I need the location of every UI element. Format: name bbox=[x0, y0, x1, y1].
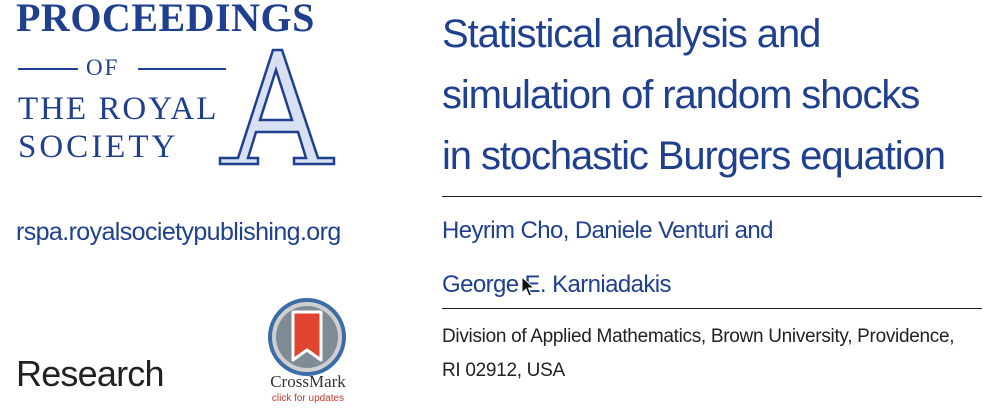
author-line: George E. Karniadakis bbox=[442, 271, 671, 298]
article-type-label: Research bbox=[16, 353, 164, 394]
crossmark-label: CrossMark bbox=[270, 372, 346, 391]
logo-proceedings-text: PROCEEDINGS bbox=[16, 0, 315, 40]
crossmark-badge-icon bbox=[268, 298, 346, 376]
logo-the-royal-text: THE ROYAL bbox=[18, 91, 219, 127]
crossmark-button[interactable]: CrossMark click for updates bbox=[258, 298, 358, 410]
logo-rule-left bbox=[18, 68, 78, 70]
title-divider bbox=[442, 196, 982, 197]
article-title-line: in stochastic Burgers equation bbox=[442, 134, 946, 178]
author-line: Heyrim Cho, Daniele Venturi and bbox=[442, 217, 774, 244]
author-list: Heyrim Cho, Daniele Venturi and George E… bbox=[442, 204, 982, 312]
author-affiliation: Division of Applied Mathematics, Brown U… bbox=[442, 320, 982, 388]
logo-rule-right bbox=[138, 68, 226, 70]
journal-logo: PROCEEDINGS OF THE ROYAL SOCIETY bbox=[14, 0, 336, 172]
logo-of-text: OF bbox=[86, 55, 120, 80]
affiliation-line: Division of Applied Mathematics, Brown U… bbox=[442, 326, 955, 347]
journal-url-link[interactable]: rspa.royalsocietypublishing.org bbox=[16, 218, 341, 246]
article-title-line: Statistical analysis and bbox=[442, 12, 821, 56]
mouse-pointer-icon bbox=[521, 276, 535, 297]
logo-society-text: SOCIETY bbox=[18, 129, 179, 165]
article-title-line: simulation of random shocks bbox=[442, 73, 920, 117]
authors-divider bbox=[442, 308, 982, 309]
article-title: Statistical analysis and simulation of r… bbox=[442, 4, 987, 187]
affiliation-line: RI 02912, USA bbox=[442, 360, 565, 381]
royal-society-a-emblem-icon bbox=[218, 48, 336, 166]
crossmark-subtext: click for updates bbox=[271, 393, 345, 404]
